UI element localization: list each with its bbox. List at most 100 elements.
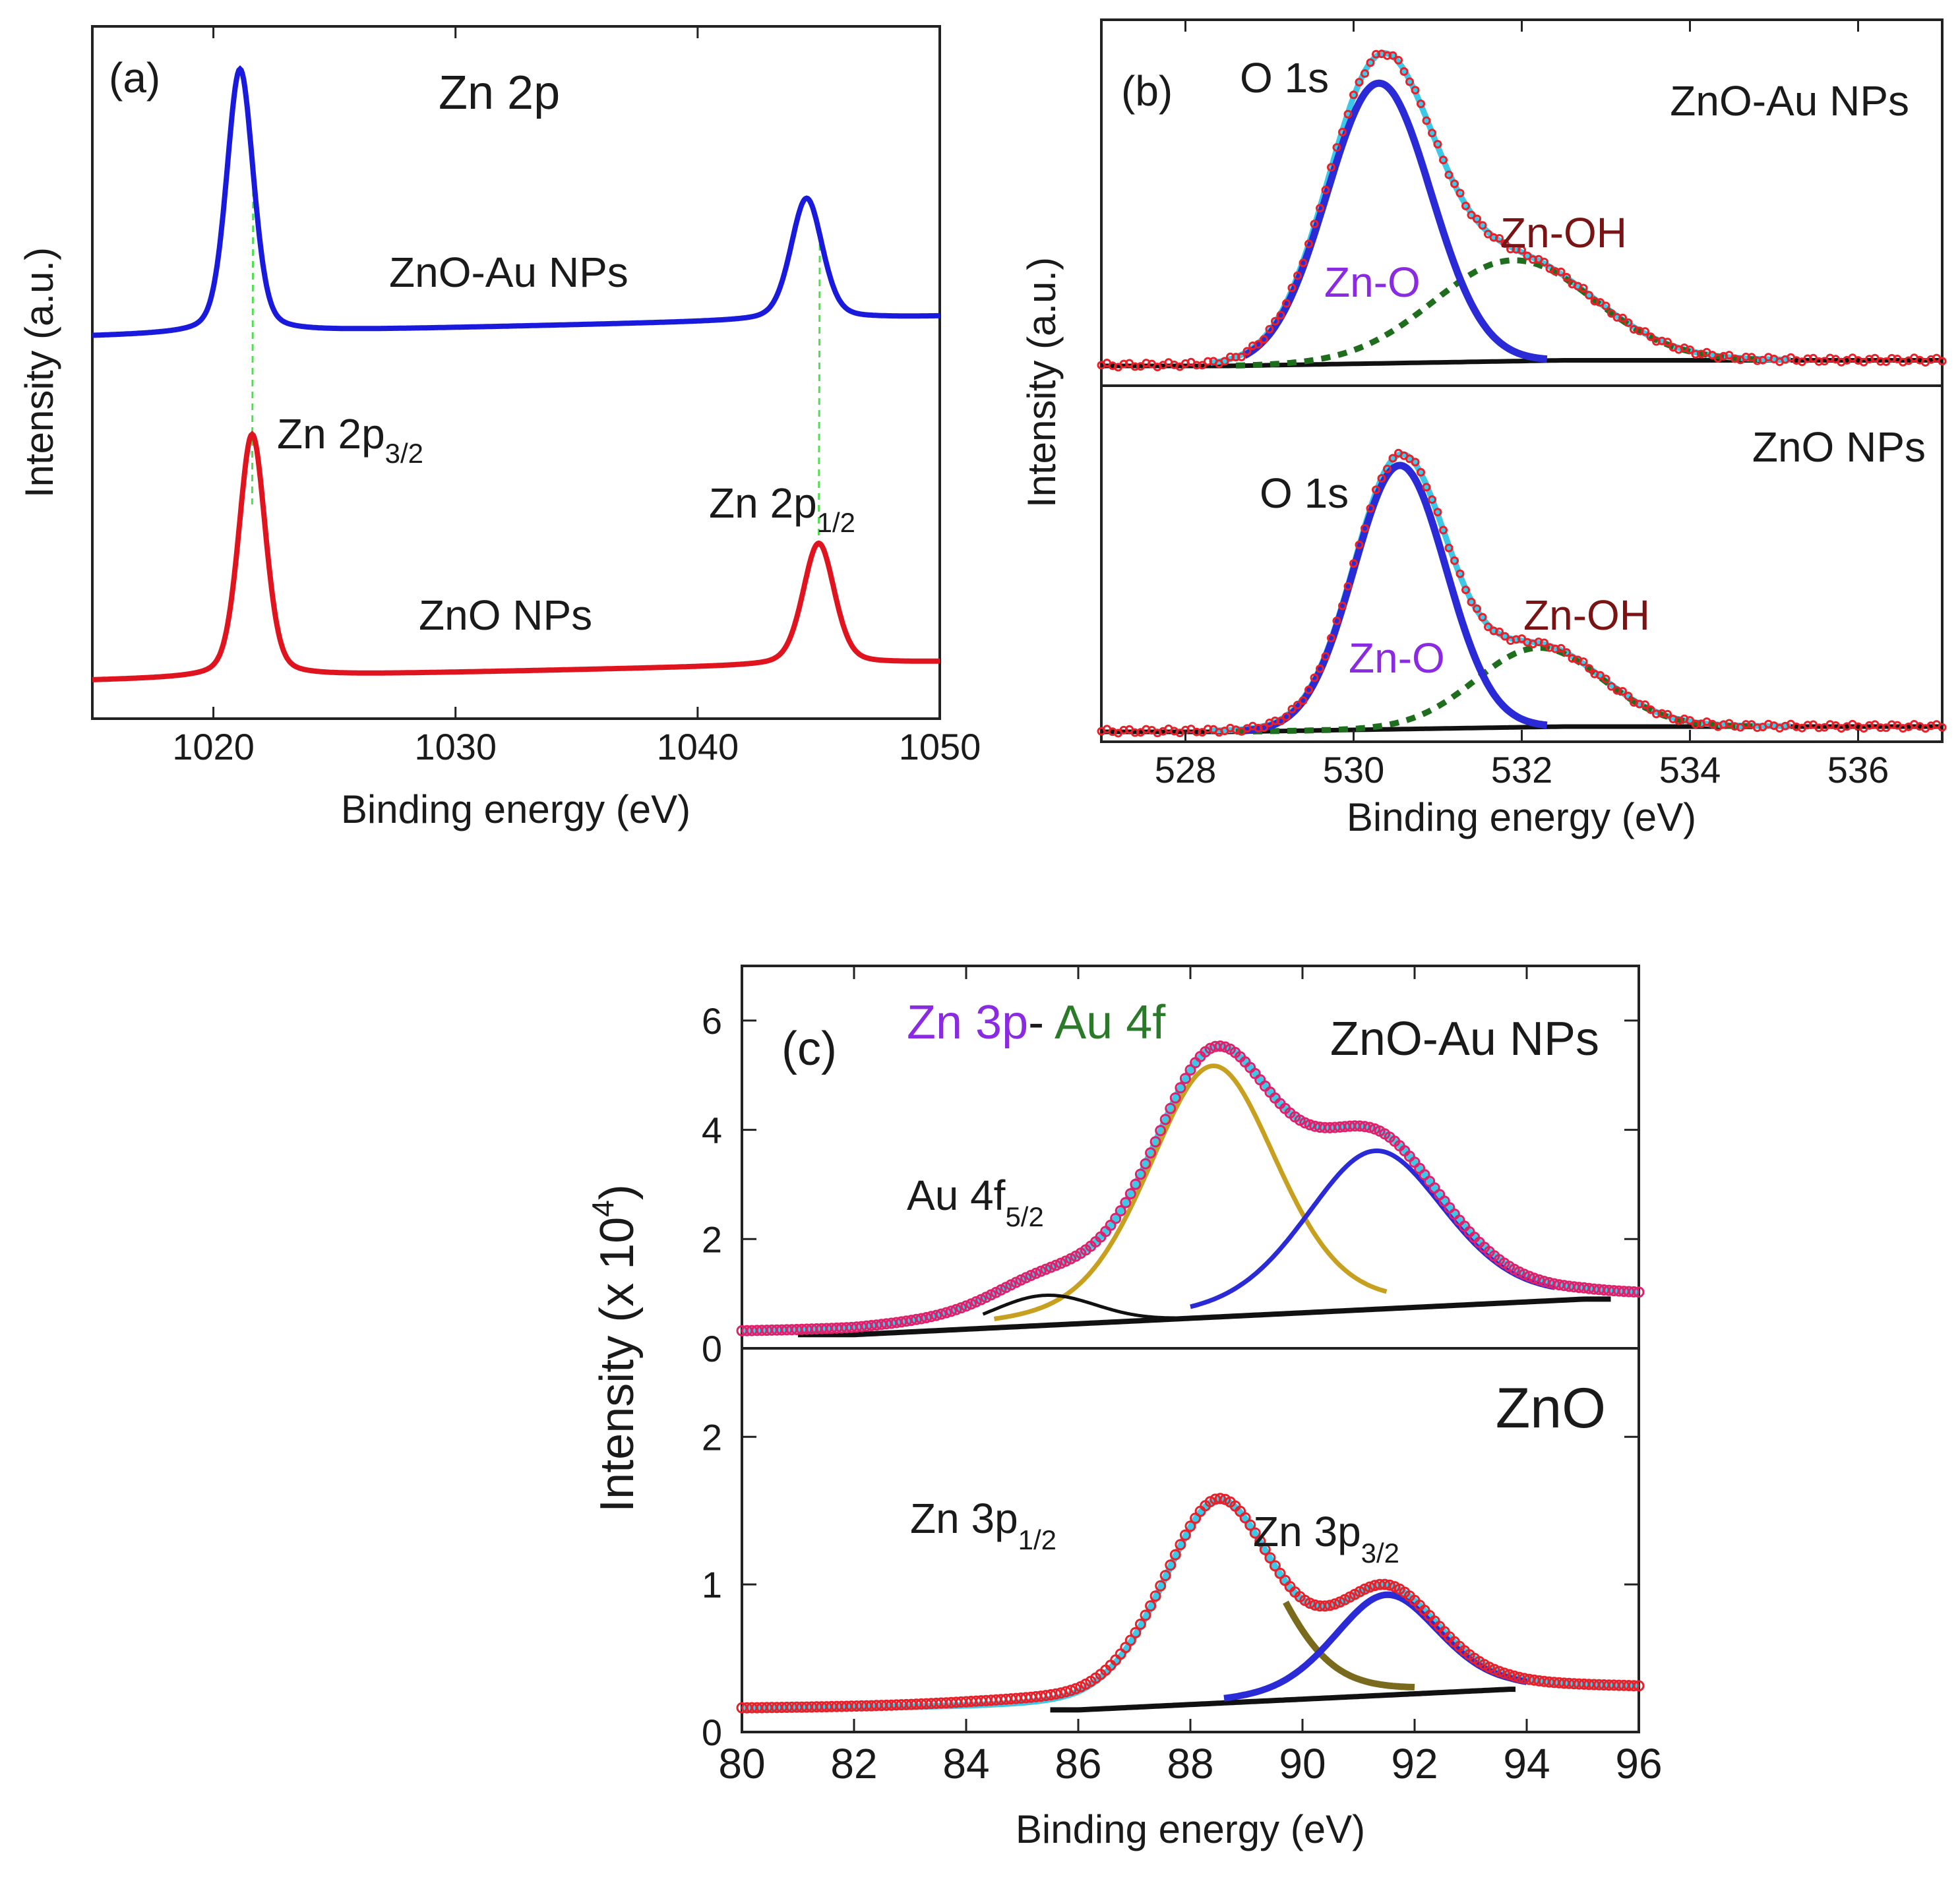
b-top-data-point <box>1366 58 1375 67</box>
c-bottom-data-point <box>1055 1687 1067 1699</box>
c-top-data-point <box>950 1303 962 1315</box>
c-bottom-data-point <box>1269 1560 1281 1572</box>
c-bottom-data-point <box>1304 1598 1316 1609</box>
c-top-data-point <box>1204 1042 1216 1054</box>
c-xtick-label: 88 <box>1167 1740 1213 1787</box>
c-top-data-point <box>1528 1272 1540 1284</box>
c-bottom-data-point <box>1159 1570 1171 1582</box>
b-top-data-point <box>1467 210 1476 220</box>
c-bottom-data-point <box>1175 1539 1186 1551</box>
c-top-data-point <box>960 1300 972 1312</box>
c-bottom-ytick-label: 0 <box>702 1712 722 1753</box>
zn2p12-sub: 1/2 <box>817 507 855 538</box>
b-top-data-point <box>1316 204 1324 213</box>
au4f52-sub: 5/2 <box>1005 1201 1043 1232</box>
b-top-data-point <box>1663 338 1672 347</box>
c-top-data-point <box>1179 1073 1191 1085</box>
b-top-data-point <box>1461 201 1470 210</box>
b-top-data-point <box>1254 340 1263 349</box>
b-bottom-data-point <box>1433 508 1442 517</box>
b-bottom-data-point <box>1366 504 1375 513</box>
panel-b-top-zno-label: Zn-O <box>1324 258 1421 306</box>
b-bottom-data-point <box>1388 454 1397 463</box>
c-bottom-data-point <box>1070 1683 1082 1694</box>
c-bottom-data-point <box>1145 1600 1157 1612</box>
c-top-ytick-label: 6 <box>702 1000 722 1042</box>
b-bottom-data-point <box>1938 723 1947 732</box>
c-top-data-point <box>1184 1064 1196 1076</box>
c-top-data-point <box>1543 1276 1555 1288</box>
b-top-data-point <box>1495 234 1504 243</box>
b-top-data-point <box>1361 69 1369 78</box>
b-bottom-data-point <box>1585 664 1593 673</box>
c-bottom-data-point <box>1065 1685 1077 1696</box>
b-top-data-point <box>1585 291 1593 300</box>
b-bottom-data-point <box>1327 634 1335 643</box>
b-top-data-point <box>1411 86 1420 95</box>
b-top-data-point <box>1439 156 1448 165</box>
b-bottom-data-point <box>1293 700 1302 709</box>
c-bottom-data-point <box>1384 1579 1395 1591</box>
panel-c-label: (c) <box>781 1023 837 1075</box>
zn3p12-base: Zn 3p <box>910 1495 1018 1542</box>
c-bottom-data-point <box>1179 1529 1191 1541</box>
b-top-data-point <box>1265 324 1274 334</box>
c-bottom-data-point <box>1498 1667 1510 1679</box>
panel-a-xtick-label: 1020 <box>172 726 255 767</box>
b-top-data-point <box>1321 185 1330 194</box>
c-bottom-data-point <box>1254 1536 1266 1547</box>
zn2p12-base: Zn 2p <box>709 479 817 527</box>
b-bottom-data-point <box>1495 627 1504 636</box>
c-bottom-ytick-label: 2 <box>702 1416 722 1458</box>
c-bottom-data-point <box>1324 1600 1336 1611</box>
b-bottom-data-point <box>1439 525 1448 535</box>
c-top-data-point <box>1628 1286 1639 1298</box>
c-top-data-point <box>1149 1136 1161 1148</box>
c-xtick-label: 86 <box>1055 1740 1101 1787</box>
panel-a-frame <box>91 25 941 720</box>
b-bottom-data-point <box>1282 712 1291 721</box>
b-bottom-data-point <box>1332 616 1341 626</box>
b-bottom-data-point <box>1601 674 1610 684</box>
c-bottom-data-point <box>1169 1549 1181 1561</box>
panel-c-ticks: 0 2 4 6 0 1 2 80 82 84 86 88 90 92 94 96 <box>702 966 1663 1787</box>
c-top-data-point <box>1124 1188 1136 1200</box>
b-top-data-point <box>1304 239 1313 249</box>
c-top-data-point <box>1165 1102 1177 1114</box>
b-top-data-point <box>1327 163 1335 172</box>
c-bottom-data-point <box>1319 1600 1331 1612</box>
panel-c-bottom-sample: ZnO <box>1496 1377 1606 1440</box>
c-top-data-point <box>1548 1278 1560 1290</box>
c-top-data-point <box>945 1305 957 1317</box>
c-bottom-data-point <box>1045 1689 1057 1700</box>
b-top-data-point <box>1394 55 1403 65</box>
b-bottom-data-point <box>1343 582 1353 591</box>
b-bottom-data-point <box>1444 543 1454 553</box>
c-top-data-point <box>1533 1274 1545 1286</box>
b-bottom-data-point <box>1316 664 1324 673</box>
c-top-data-point <box>925 1311 937 1323</box>
c-bottom-data-point <box>1149 1590 1161 1602</box>
c-bottom-data-point <box>1134 1619 1146 1630</box>
b-bottom-data-point <box>1618 687 1627 696</box>
panel-a-label-zn2p12: Zn 2p1/2 <box>709 479 855 538</box>
panel-c-label-zn3p12: Zn 3p1/2 <box>910 1495 1057 1555</box>
b-top-data-point <box>1405 77 1414 86</box>
b-bottom-data-point <box>1562 648 1571 657</box>
c-top-zn3p32-component <box>1190 1148 1556 1309</box>
b-top-data-point <box>1607 309 1616 318</box>
c-top-data-point <box>1633 1286 1645 1298</box>
b-top-data-point <box>1242 347 1252 356</box>
b-top-data-point <box>1355 78 1364 87</box>
b-bottom-data-point <box>1641 700 1649 709</box>
b-bottom-data-point <box>1338 601 1347 611</box>
c-top-data-point <box>915 1313 927 1325</box>
c-bottom-data-point <box>1214 1493 1226 1505</box>
c-bottom-data-point <box>1140 1609 1151 1621</box>
b-bottom-data-point <box>1349 559 1358 568</box>
c-bottom-data-point <box>1493 1665 1505 1677</box>
curve-zno <box>92 431 940 682</box>
b-top-data-point <box>1349 90 1358 100</box>
c-bottom-data-point <box>1259 1543 1271 1555</box>
